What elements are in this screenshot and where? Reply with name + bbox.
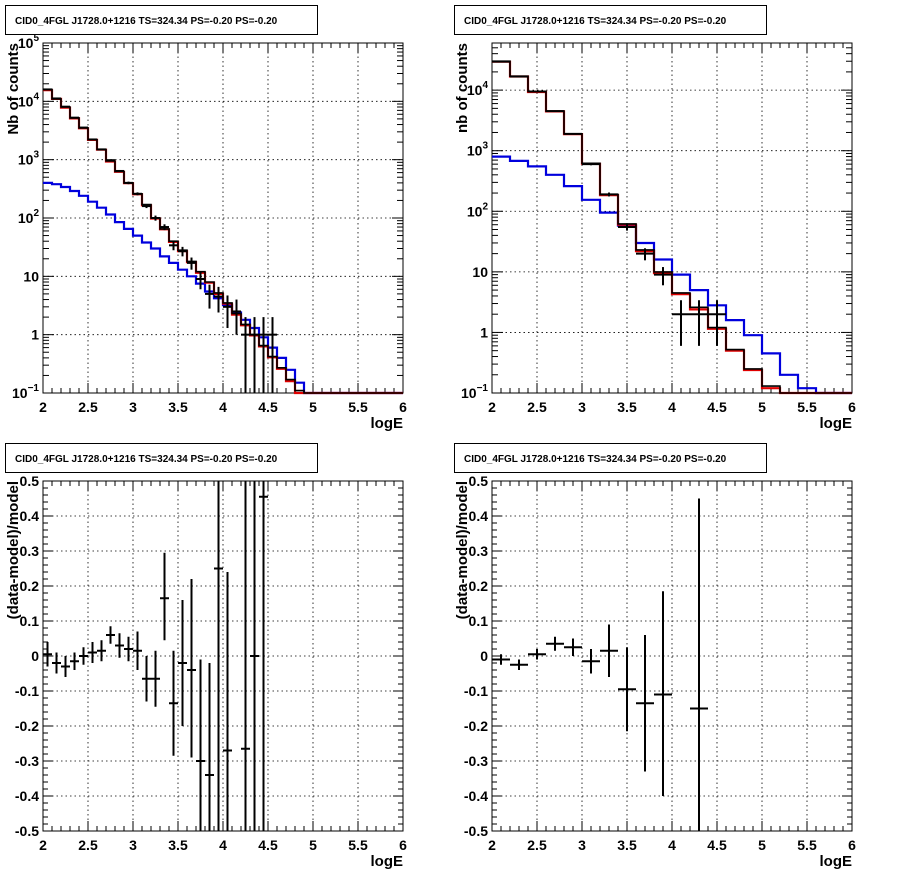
x-tick-label: 4 (668, 399, 676, 415)
x-tick-label: 3.5 (168, 837, 188, 853)
x-tick-label: 2.5 (527, 399, 547, 415)
panel-residuals-left: CID0_4FGL J1728.0+1216 TS=324.34 PS=-0.2… (5, 443, 407, 870)
y-tick-label: -0.2 (15, 718, 39, 734)
y-axis-label: (data-model)/model (5, 481, 22, 619)
panel-counts-right: CID0_4FGL J1728.0+1216 TS=324.34 PS=-0.2… (454, 5, 856, 432)
x-tick-label: 6 (848, 399, 856, 415)
x-tick-label: 3.5 (617, 399, 637, 415)
y-tick-label: 10 (472, 264, 488, 280)
x-tick-label: 5.5 (348, 399, 368, 415)
y-tick-label: -0.1 (15, 683, 39, 699)
y-tick-label: 104 (467, 80, 489, 98)
x-tick-label: 4.5 (258, 399, 278, 415)
histogram-series-2 (492, 155, 852, 395)
y-axis-label: (data-model)/model (454, 481, 471, 619)
x-tick-label: 3 (578, 837, 586, 853)
x-tick-label: 2.5 (78, 837, 98, 853)
chart-title: CID0_4FGL J1728.0+1216 TS=324.34 PS=-0.2… (464, 16, 727, 27)
x-tick-label: 4 (219, 399, 227, 415)
y-tick-label: 105 (18, 33, 40, 51)
histogram-series-0 (43, 88, 403, 394)
y-tick-label: 0.1 (469, 613, 489, 629)
x-axis-label: logE (371, 415, 404, 432)
y-tick-label: -0.5 (464, 823, 488, 839)
y-tick-label: -0.4 (464, 788, 488, 804)
x-axis-label: logE (371, 853, 404, 870)
y-tick-label: 0.2 (469, 578, 489, 594)
y-tick-label: 103 (18, 150, 40, 168)
x-axis-label: logE (820, 853, 853, 870)
x-tick-label: 4.5 (258, 837, 278, 853)
x-tick-label: 6 (399, 399, 407, 415)
chart-title: CID0_4FGL J1728.0+1216 TS=324.34 PS=-0.2… (15, 16, 278, 27)
y-tick-label: -0.3 (15, 753, 39, 769)
y-tick-label: 0.3 (469, 543, 489, 559)
y-tick-label: 0 (480, 648, 488, 664)
x-tick-label: 5.5 (797, 399, 817, 415)
y-axis-label: nb of counts (454, 43, 471, 133)
y-tick-label: 0.4 (469, 508, 489, 524)
x-tick-label: 3 (578, 399, 586, 415)
panel-residuals-right: CID0_4FGL J1728.0+1216 TS=324.34 PS=-0.2… (454, 443, 856, 870)
y-tick-label: 0.3 (20, 543, 40, 559)
x-tick-label: 5 (758, 837, 766, 853)
x-tick-label: 2 (488, 837, 496, 853)
x-tick-label: 5 (309, 399, 317, 415)
y-tick-label: 0.4 (20, 508, 40, 524)
y-axis-label: Nb of counts (5, 43, 22, 135)
y-tick-label: -0.2 (464, 718, 488, 734)
x-tick-label: 5.5 (348, 837, 368, 853)
y-tick-label: -0.4 (15, 788, 39, 804)
y-tick-label: -0.3 (464, 753, 488, 769)
y-tick-label: 10−1 (461, 383, 488, 401)
x-tick-label: 5 (758, 399, 766, 415)
x-tick-label: 4.5 (707, 399, 727, 415)
y-tick-label: -0.1 (464, 683, 488, 699)
y-tick-label: 1 (31, 327, 39, 343)
chart-title: CID0_4FGL J1728.0+1216 TS=324.34 PS=-0.2… (464, 454, 727, 465)
x-tick-label: 6 (399, 837, 407, 853)
y-tick-label: 10 (23, 268, 39, 284)
y-tick-label: 102 (467, 201, 489, 219)
x-tick-label: 3.5 (168, 399, 188, 415)
x-tick-label: 3 (129, 399, 137, 415)
x-axis-label: logE (820, 415, 853, 432)
y-tick-label: 10−1 (12, 383, 39, 401)
y-tick-label: 0.2 (20, 578, 40, 594)
x-tick-label: 5 (309, 837, 317, 853)
y-tick-label: 102 (18, 208, 40, 226)
title-box (454, 443, 767, 473)
panel-counts-left: CID0_4FGL J1728.0+1216 TS=324.34 PS=-0.2… (5, 5, 407, 432)
x-tick-label: 6 (848, 837, 856, 853)
x-tick-label: 3 (129, 837, 137, 853)
x-tick-label: 2 (488, 399, 496, 415)
x-tick-label: 2 (39, 399, 47, 415)
x-tick-label: 2.5 (527, 837, 547, 853)
chart-title: CID0_4FGL J1728.0+1216 TS=324.34 PS=-0.2… (15, 454, 278, 465)
title-box (454, 5, 767, 35)
title-box (5, 443, 318, 473)
x-tick-label: 2.5 (78, 399, 98, 415)
x-tick-label: 4 (219, 837, 227, 853)
y-tick-label: 0.5 (20, 473, 40, 489)
x-tick-label: 2 (39, 837, 47, 853)
y-tick-label: 0.1 (20, 613, 40, 629)
y-tick-label: 103 (467, 141, 489, 159)
title-box (5, 5, 318, 35)
x-tick-label: 5.5 (797, 837, 817, 853)
y-tick-label: 0.5 (469, 473, 489, 489)
y-tick-label: -0.5 (15, 823, 39, 839)
y-tick-label: 104 (18, 91, 40, 109)
x-tick-label: 3.5 (617, 837, 637, 853)
y-tick-label: 1 (480, 324, 488, 340)
x-tick-label: 4 (668, 837, 676, 853)
x-tick-label: 4.5 (707, 837, 727, 853)
y-tick-label: 0 (31, 648, 39, 664)
